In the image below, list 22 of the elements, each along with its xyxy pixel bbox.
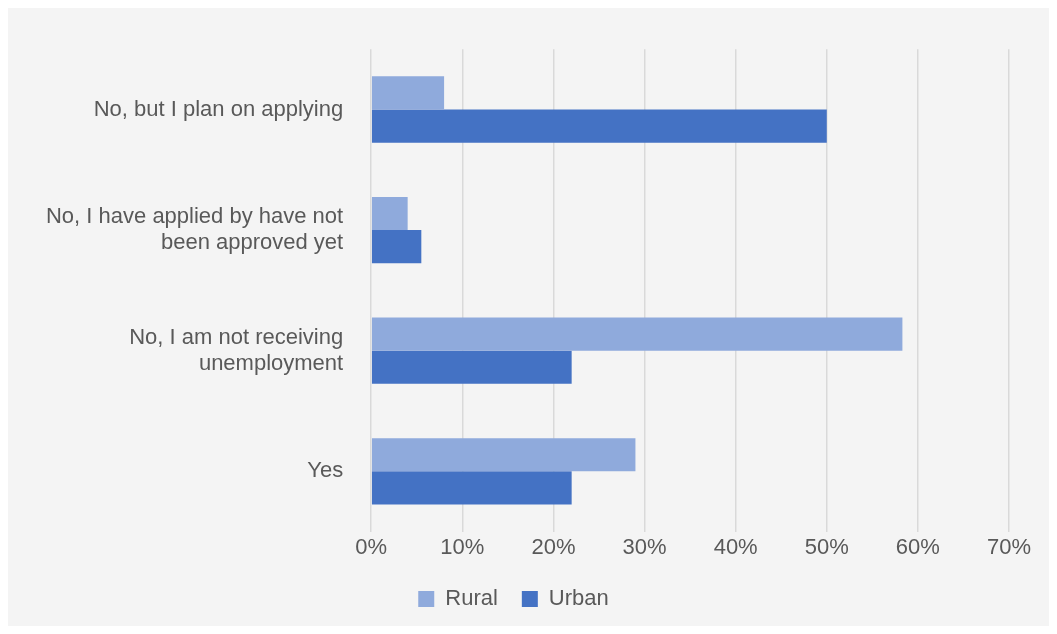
x-tick-label: 50% [804,533,849,559]
y-tick-label: No, I have applied by have not been approved yet [45,202,344,255]
legend-label: Urban [548,585,609,611]
y-tick-label: Yes [307,457,344,483]
bar [371,350,572,384]
legend-label: Rural [445,585,498,611]
bar [371,471,572,505]
y-tick-label: No, I am not receiving unemployment [129,323,344,375]
bar [371,317,903,351]
bar [371,109,827,143]
x-tick-label: 70% [986,533,1032,559]
bar [371,196,408,231]
x-tick-label: 0% [355,533,388,559]
bar [371,230,422,264]
y-tick-label: No, but I plan on applying [93,95,344,121]
x-tick-label: 40% [713,533,758,559]
x-tick-label: 60% [895,533,940,559]
x-tick-label: 20% [531,533,576,559]
bar [371,76,445,110]
bar [371,438,636,472]
x-tick-label: 10% [440,533,485,559]
x-tick-label: 30% [622,533,667,559]
